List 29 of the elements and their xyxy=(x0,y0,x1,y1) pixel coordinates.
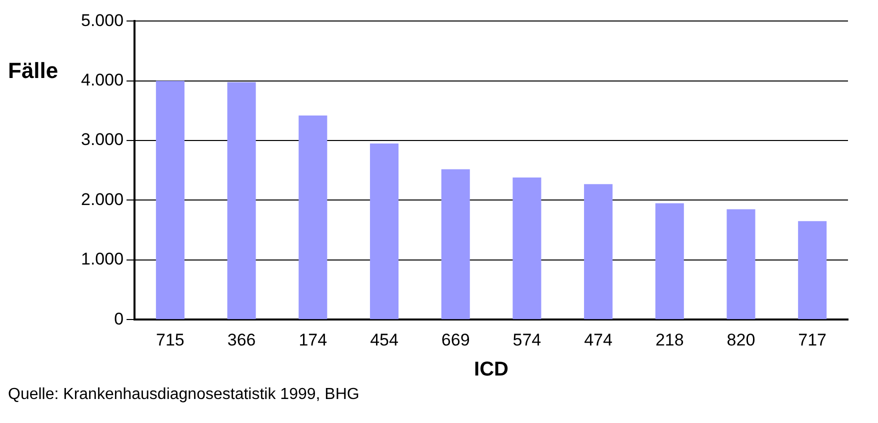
y-tick-label: 0 xyxy=(114,309,124,328)
bar xyxy=(798,221,827,320)
bar xyxy=(370,144,399,320)
y-tick-label: 1.000 xyxy=(80,250,124,269)
x-tick-label: 669 xyxy=(441,330,470,350)
y-tick-label: 4.000 xyxy=(80,70,124,90)
bar xyxy=(298,115,328,320)
y-tick-label: 3.000 xyxy=(80,130,124,150)
x-axis-title: ICD xyxy=(474,358,508,381)
source-note: Quelle: Krankenhausdiagnosestatistik 1999, BHG xyxy=(8,386,360,404)
y-axis-title: Fälle xyxy=(8,57,60,85)
x-tick-label: 174 xyxy=(298,330,328,350)
x-tick-label: 474 xyxy=(584,330,612,350)
x-tick-label: 820 xyxy=(726,330,756,350)
bar xyxy=(584,184,613,320)
y-tick-label: 2.000 xyxy=(80,190,124,209)
x-tick-label: 574 xyxy=(512,330,542,350)
x-tick-label: 218 xyxy=(655,330,684,350)
x-tick-label: 366 xyxy=(227,330,256,350)
bar xyxy=(441,169,470,320)
bar xyxy=(156,80,184,320)
y-tick-label: 5.000 xyxy=(80,10,124,30)
bar xyxy=(227,82,256,320)
bar xyxy=(726,209,756,320)
x-tick-label: 715 xyxy=(156,330,184,350)
bar xyxy=(655,203,684,320)
bar xyxy=(512,178,542,320)
x-tick-label: 454 xyxy=(370,330,398,350)
x-tick-label: 717 xyxy=(798,330,827,350)
